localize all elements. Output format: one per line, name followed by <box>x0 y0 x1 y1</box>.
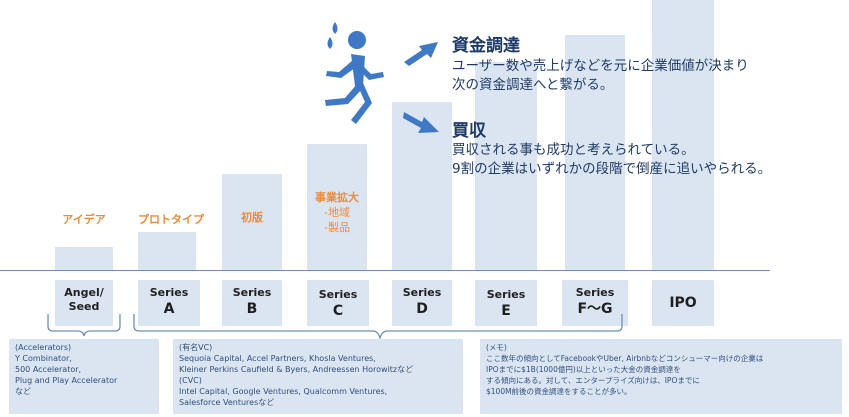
stage-label-expansion-region: -地域 <box>324 206 350 219</box>
column-series-c <box>307 144 367 270</box>
series-b-line1: Series <box>232 286 272 299</box>
series-box-d: Series D <box>392 280 452 326</box>
funding-desc-line1: ユーザー数や売上げなどを元に企業価値が決まり <box>452 58 749 74</box>
note-accelerators: (Accelerators) Y Combinator, 500 Acceler… <box>9 339 159 414</box>
note-memo-line: $100M前後の資金調達をすることが多い。 <box>486 387 632 396</box>
sweat-drops-icon <box>327 22 338 49</box>
series-a-line1: Series <box>149 286 189 299</box>
series-box-b: Series B <box>222 280 282 326</box>
series-fg-line2: F〜G <box>577 301 613 317</box>
series-b-line2: B <box>246 301 258 317</box>
stage-label-expansion: 事業拡大 -地域 -製品 <box>302 190 372 235</box>
column-angel <box>55 247 113 270</box>
series-angel-line1: Angel/ <box>64 286 104 299</box>
note-memo-line: ここ数年の傾向としてFacebookやUber, Airbnbなどコンシューマー… <box>486 354 764 363</box>
note-memo-line: する傾向にある。対して、エンタープライズ向けは、IPOまでに <box>486 376 700 385</box>
column-series-fg <box>565 35 625 270</box>
series-box-angel-seed: Angel/ Seed <box>55 280 113 326</box>
series-e-line2: E <box>501 303 511 319</box>
note-vc-line: Kleiner Perkins Caufield & Byers, Andree… <box>179 365 414 374</box>
note-accelerators-line: Plug and Play Accelerator <box>15 376 118 385</box>
note-vc-line: Intel Capital, Google Ventures, Qualcomm… <box>179 387 388 396</box>
series-d-line2: D <box>416 301 428 317</box>
column-series-e <box>475 62 537 270</box>
series-c-line1: Series <box>318 288 358 301</box>
note-accelerators-line: 500 Accelerator, <box>15 365 82 374</box>
arrow-right-icon <box>403 112 439 133</box>
series-box-fg: Series F〜G <box>562 280 628 326</box>
note-accelerators-line: Y Combinator, <box>15 354 72 363</box>
column-series-b <box>222 174 282 270</box>
funding-desc-line2: 次の資金調達へと繋がる。 <box>452 77 614 93</box>
series-e-line1: Series <box>486 288 526 301</box>
runner-icon <box>325 31 384 124</box>
note-memo-line: IPOまでに$1B(1000億円)以上といった大金の資金調達を <box>486 365 681 374</box>
funding-title: 資金調達 <box>452 36 520 56</box>
column-series-a <box>138 232 196 270</box>
stage-label-expansion-title: 事業拡大 <box>315 191 359 204</box>
column-ipo <box>652 0 714 270</box>
series-box-c: Series C <box>307 280 369 326</box>
note-vc: (有名VC) Sequoia Capital, Accel Partners, … <box>173 339 463 414</box>
arrow-right-icon <box>404 42 438 66</box>
series-a-line2: A <box>163 301 175 317</box>
series-ipo-label: IPO <box>669 295 697 311</box>
stage-label-idea: アイデア <box>62 213 106 226</box>
series-fg-line1: Series <box>575 286 615 299</box>
note-memo: (メモ) ここ数年の傾向としてFacebookやUber, Airbnbなどコン… <box>480 339 842 414</box>
series-c-line2: C <box>332 303 344 319</box>
note-vc-line: Salesforce Venturesなど <box>179 398 275 407</box>
acquisition-desc-line1: 買収される事も成功と考えられている。 <box>452 142 695 158</box>
bracket-vc <box>133 314 623 341</box>
note-vc-line: (有名VC) <box>179 343 213 352</box>
note-vc-line: (CVC) <box>179 376 202 385</box>
note-accelerators-line: など <box>15 387 31 396</box>
series-angel-line2: Seed <box>68 300 100 313</box>
note-vc-line: Sequoia Capital, Accel Partners, Khosla … <box>179 354 376 363</box>
series-box-e: Series E <box>475 280 537 326</box>
series-box-a: Series A <box>138 280 200 326</box>
stage-label-expansion-product: -製品 <box>324 221 350 234</box>
acquisition-desc-line2: 9割の企業はいずれかの段階で倒産に追いやられる。 <box>452 161 772 177</box>
stage-label-prototype: プロトタイプ <box>138 213 204 226</box>
stage-label-first-edition: 初版 <box>241 211 263 224</box>
series-d-line1: Series <box>402 286 442 299</box>
note-memo-line: (メモ) <box>486 343 507 352</box>
acquisition-title: 買収 <box>452 121 486 141</box>
baseline <box>0 270 770 271</box>
series-box-ipo: IPO <box>652 280 714 326</box>
note-accelerators-line: (Accelerators) <box>15 343 72 352</box>
